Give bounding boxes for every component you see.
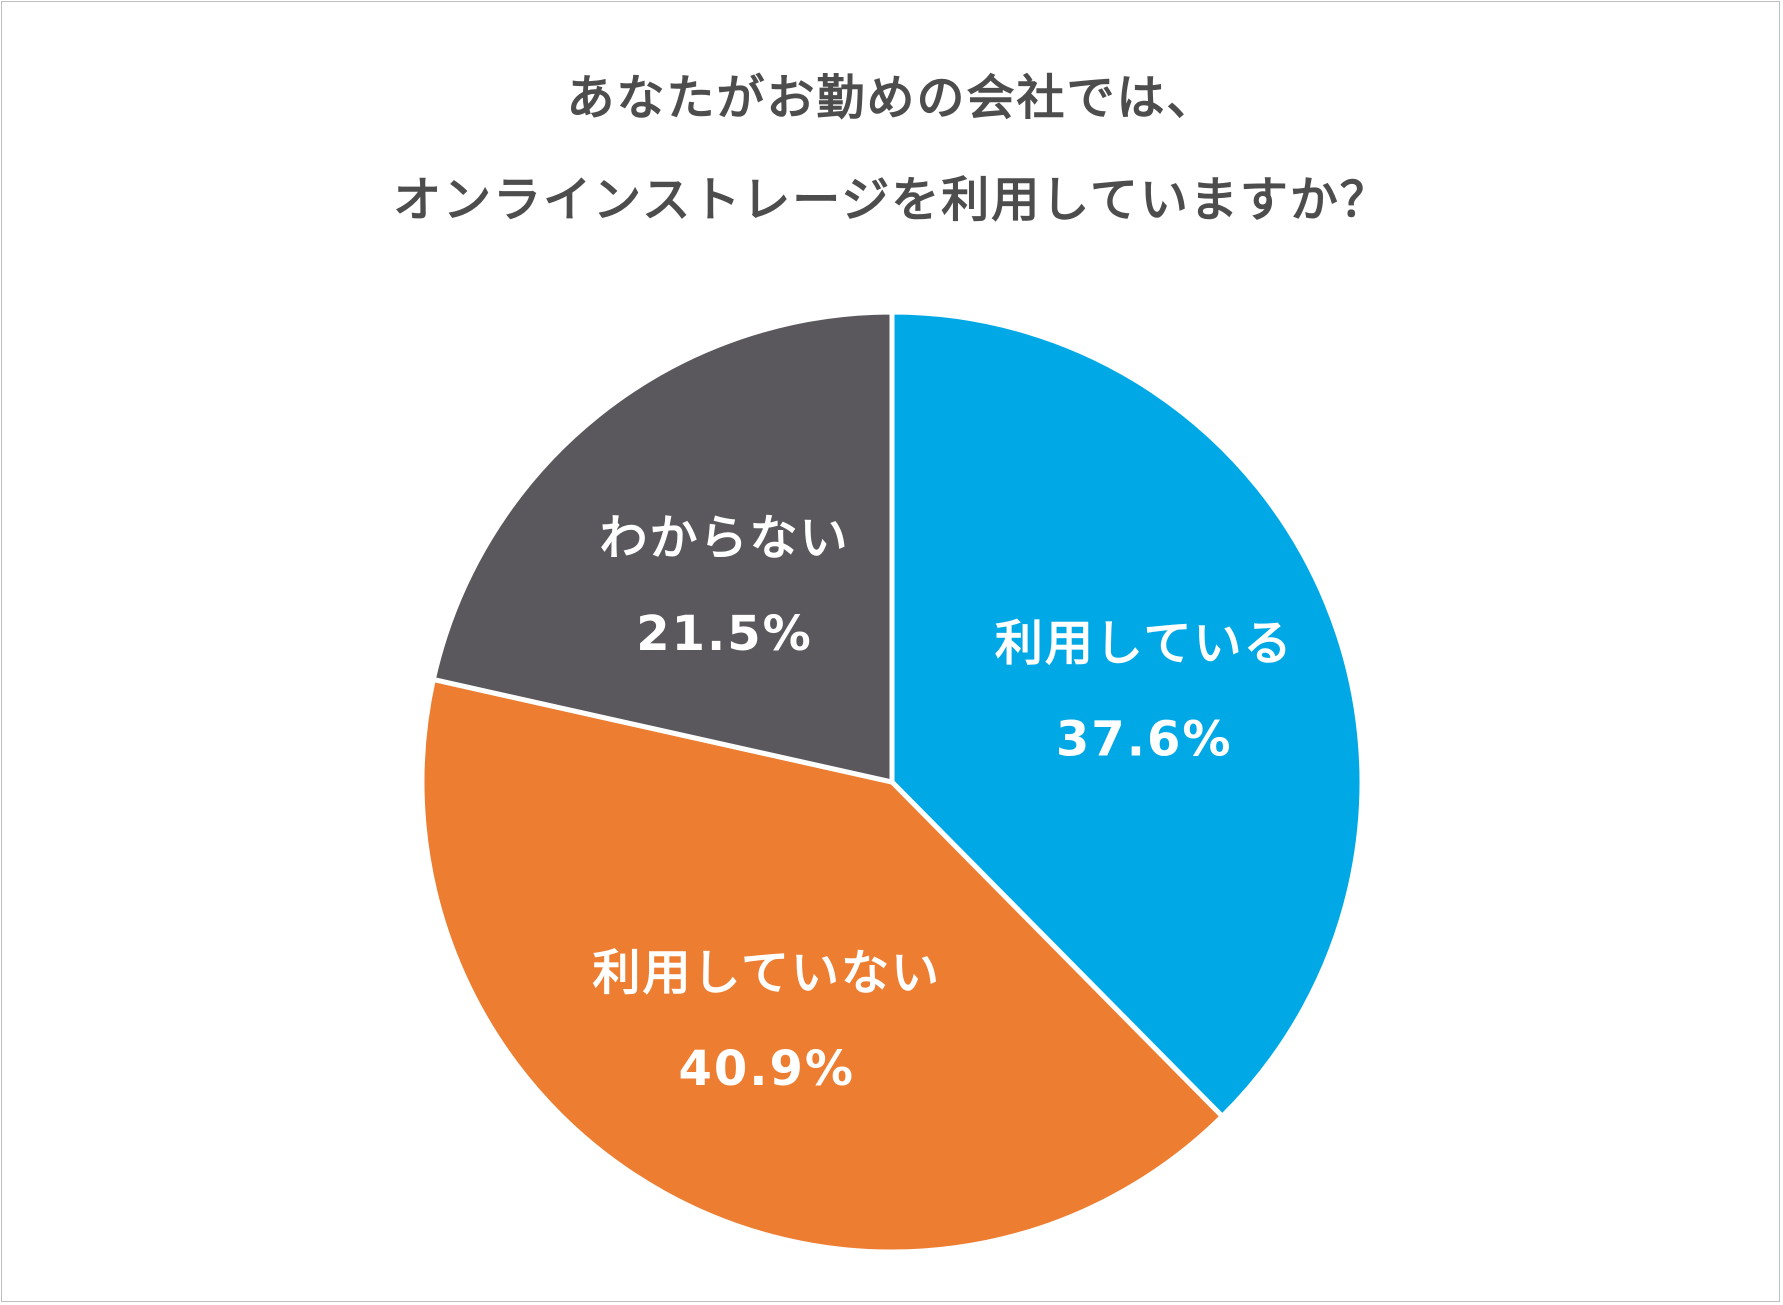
slice-label-unknown: わからない: [599, 510, 849, 566]
slice-value-using: 37.6%: [1056, 711, 1233, 767]
slice-value-unknown: 21.5%: [636, 606, 813, 662]
pie-labels: 利用している 37.6% 利用していない 40.9% わからない 21.5%: [592, 510, 1294, 1097]
chart-title-line-1: あなたがお勤めの会社では、: [566, 70, 1217, 126]
chart-title-line-2: オンラインストレージを利用していますか？: [393, 172, 1390, 228]
slice-label-using: 利用している: [995, 615, 1294, 671]
pie-slices: [419, 309, 1365, 1255]
slice-label-not-using: 利用していない: [592, 945, 941, 1001]
pie-slice-using: [889, 309, 1365, 1119]
slice-value-not-using: 40.9%: [678, 1041, 855, 1097]
pie-slice-not-using: [419, 676, 1225, 1255]
pie-slice-unknown: [430, 309, 895, 785]
